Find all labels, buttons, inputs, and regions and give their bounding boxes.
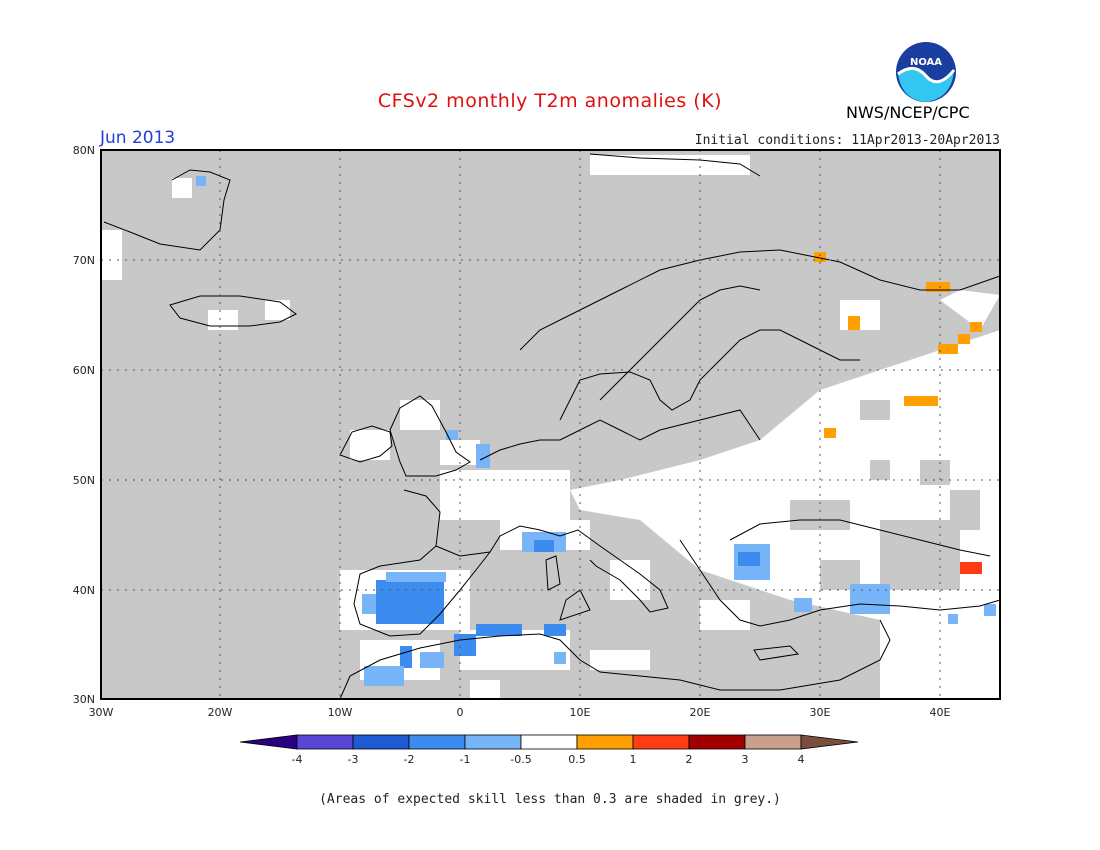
colorbar-segment: [632, 734, 690, 750]
longitude-labels: 30W 20W 10W 0 10E 20E 30E 40E: [89, 706, 951, 719]
noaa-logo: NOAA: [896, 42, 956, 102]
initial-conditions-label: Initial conditions: 11Apr2013-20Apr2013: [694, 133, 1000, 148]
lat-label: 80N: [73, 144, 95, 157]
colorbar-segment: [688, 734, 746, 750]
coastlines: [103, 153, 1001, 700]
colorbar-segment: [744, 734, 802, 750]
colorbar-label: -4: [292, 753, 303, 766]
colorbar-max-arrow: [800, 734, 859, 750]
lat-label: 50N: [73, 474, 95, 487]
colorbar-min-arrow: [239, 734, 298, 750]
colorbar-label: 2: [686, 753, 693, 766]
graticule: [101, 150, 1000, 699]
latitude-labels: 80N 70N 60N 50N 40N 30N: [73, 144, 95, 706]
colorbar-segment: [576, 734, 634, 750]
lon-label: 10W: [328, 706, 353, 719]
lon-label: 30E: [810, 706, 831, 719]
colorbar-segment: [464, 734, 522, 750]
colorbar-label: 0.5: [568, 753, 586, 766]
colorbar: -4 -3 -2 -1 -0.5 0.5 1 2 3 4: [239, 734, 859, 766]
colorbar-segment: [352, 734, 410, 750]
map-title: CFSv2 monthly T2m anomalies (K): [377, 90, 723, 112]
logo-text: NOAA: [910, 57, 942, 68]
cold-anomaly-cells: [196, 176, 996, 686]
colorbar-segment: [296, 734, 354, 750]
lon-label: 0: [457, 706, 464, 719]
colorbar-label: 1: [630, 753, 637, 766]
map-frame: [100, 149, 1001, 700]
lat-label: 30N: [73, 693, 95, 706]
colorbar-label: -3: [348, 753, 359, 766]
lon-label: 40E: [930, 706, 951, 719]
grey-patches: [790, 400, 980, 590]
footnote: (Areas of expected skill less than 0.3 a…: [319, 792, 781, 807]
lon-label: 20W: [208, 706, 233, 719]
lon-label: 20E: [690, 706, 711, 719]
colorbar-label: -1: [460, 753, 471, 766]
lat-label: 70N: [73, 254, 95, 267]
forecast-period: Jun 2013: [100, 128, 176, 148]
lat-label: 40N: [73, 584, 95, 597]
colorbar-label: 3: [742, 753, 749, 766]
colorbar-label: -0.5: [510, 753, 531, 766]
lon-label: 10E: [570, 706, 591, 719]
colorbar-label: 4: [798, 753, 805, 766]
organization-label: NWS/NCEP/CPC: [846, 103, 970, 122]
colorbar-segment: [520, 734, 578, 750]
neutral-areas: [102, 155, 1000, 699]
colorbar-label: -2: [404, 753, 415, 766]
lon-label: 30W: [89, 706, 114, 719]
warm-anomaly-cells: [814, 252, 982, 574]
lat-label: 60N: [73, 364, 95, 377]
colorbar-segment: [408, 734, 466, 750]
